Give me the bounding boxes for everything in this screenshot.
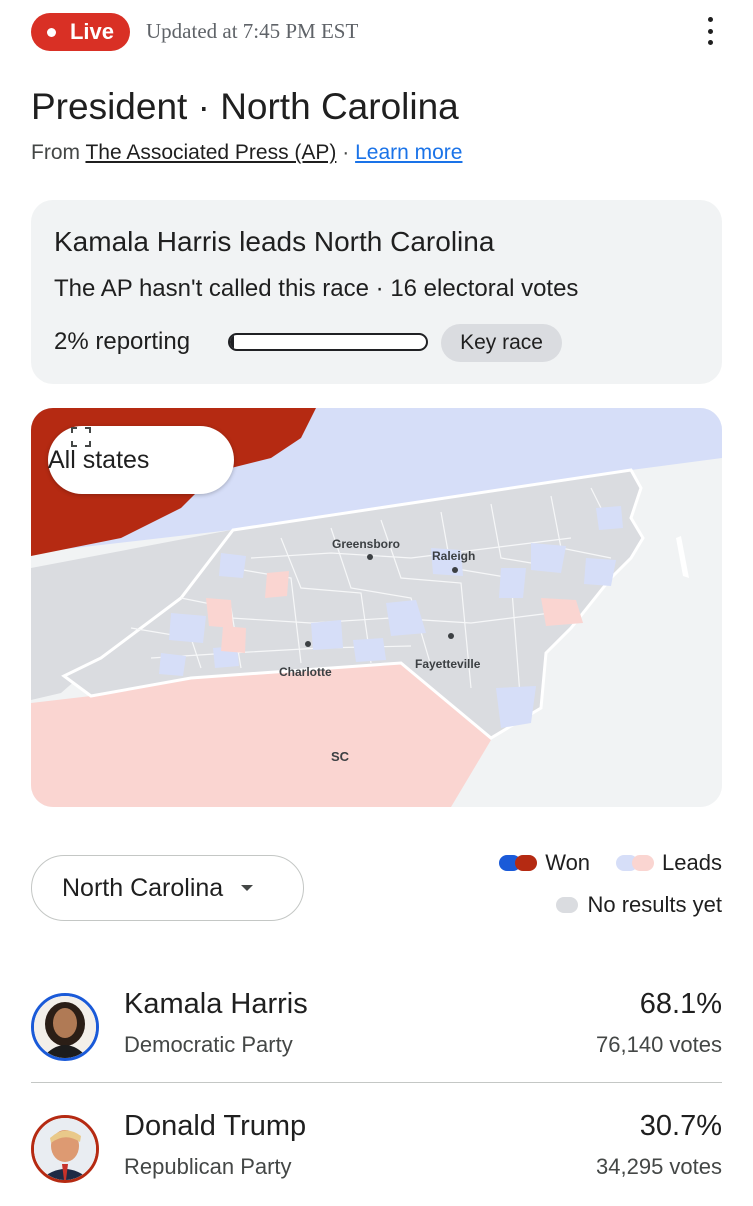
state-dropdown[interactable]: North Carolina [31, 855, 304, 921]
avatar [31, 1115, 99, 1183]
all-states-button[interactable]: All states [48, 426, 234, 494]
live-badge: Live [31, 13, 130, 51]
candidate-percent: 68.1% [639, 988, 722, 1020]
candidate-party: Republican Party [124, 1154, 292, 1179]
source-link[interactable]: The Associated Press (AP) [85, 141, 337, 164]
map-label-sc: SC [331, 749, 350, 764]
city-label-greensboro: Greensboro [332, 537, 401, 551]
key-race-chip[interactable]: Key race [441, 324, 562, 362]
all-states-label: All states [48, 445, 150, 474]
rep-leads-swatch-icon [632, 855, 655, 871]
avatar [31, 993, 99, 1061]
race-summary-card: Kamala Harris leads North Carolina The A… [31, 200, 722, 384]
candidate-party: Democratic Party [124, 1032, 293, 1057]
city-label-charlotte: Charlotte [279, 665, 332, 679]
race-status: The AP hasn't called this race · 16 elec… [54, 275, 579, 302]
no-results-swatch-icon [555, 897, 578, 913]
live-dot-icon [46, 27, 56, 37]
reporting-progress-fill [230, 335, 234, 349]
city-label-raleigh: Raleigh [432, 549, 476, 563]
candidate-name: Donald Trump [124, 1110, 307, 1142]
candidate-votes: 76,140 votes [596, 1032, 722, 1057]
candidate-votes: 34,295 votes [596, 1154, 722, 1179]
state-dropdown-value: North Carolina [62, 873, 224, 902]
learn-more-link[interactable]: Learn more [355, 141, 463, 164]
reporting-label: 2% reporting [54, 328, 191, 355]
candidate-row[interactable]: Donald Trump Republican Party 30.7% 34,2… [31, 1110, 722, 1206]
map-legend-row: Won Leads [499, 850, 722, 876]
dropdown-caret-icon [241, 885, 254, 891]
legend-no-results-label: No results yet [587, 892, 723, 917]
reporting-progress-bar [228, 333, 428, 351]
legend-won-label: Won [545, 850, 591, 875]
candidate-portrait-icon [34, 996, 96, 1058]
race-headline: Kamala Harris leads North Carolina [54, 226, 495, 257]
source-line: From The Associated Press (AP) · Learn m… [31, 141, 462, 165]
page-title: President · North Carolina [31, 86, 459, 127]
top-bar: Live Updated at 7:45 PM EST [0, 0, 753, 64]
rep-won-swatch-icon [515, 855, 538, 871]
divider [31, 1082, 722, 1083]
map-legend-row-2: No results yet [555, 892, 723, 918]
candidate-percent: 30.7% [639, 1110, 722, 1142]
results-map[interactable]: Greensboro Raleigh Charlotte Fayettevill… [31, 408, 722, 807]
city-label-fayetteville: Fayetteville [415, 657, 481, 671]
candidate-row[interactable]: Kamala Harris Democratic Party 68.1% 76,… [31, 988, 722, 1084]
source-separator: · [342, 141, 350, 164]
candidate-portrait-icon [34, 1118, 96, 1180]
live-label: Live [69, 19, 115, 44]
more-options-icon[interactable] [698, 16, 722, 46]
expand-icon [71, 427, 91, 447]
legend-leads-label: Leads [662, 850, 722, 875]
source-prefix: From [31, 141, 80, 164]
updated-timestamp: Updated at 7:45 PM EST [146, 19, 359, 43]
candidate-name: Kamala Harris [124, 988, 308, 1020]
